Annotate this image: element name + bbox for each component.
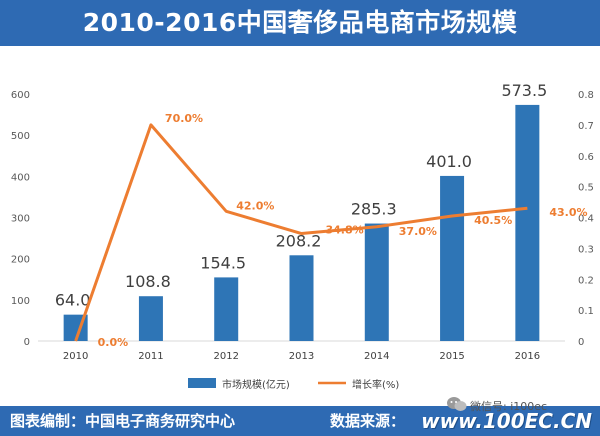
x-tick-label: 2011 [138,351,163,362]
x-tick-label: 2016 [515,351,540,362]
y-right-tick-label: 0.6 [578,152,594,163]
bar-value-label: 401.0 [426,152,472,171]
bar [364,223,389,341]
footer-bar: 图表编制：中国电子商务研究中心 数据来源： [0,406,600,436]
chart-title: 2010-2016中国奢侈品电商市场规模 [82,8,518,37]
x-tick-label: 2013 [289,351,314,362]
y-right-tick-label: 0.7 [578,121,594,132]
bar [515,104,540,341]
x-tick-label: 2010 [63,351,88,362]
bar-value-label: 285.3 [351,200,397,219]
x-tick-label: 2012 [213,351,238,362]
bar [289,255,314,341]
bar [214,277,239,341]
legend-line-label: 增长率(%) [352,378,399,391]
y-left-tick-label: 100 [11,296,30,307]
legend-bar-label: 市场规模(亿元) [222,378,290,391]
y-right-tick-label: 0.1 [578,306,594,317]
y-left-tick-label: 400 [11,172,30,183]
compiled-by-text: 图表编制：中国电子商务研究中心 [10,412,236,430]
x-tick-label: 2015 [439,351,464,362]
title-bar: 2010-2016中国奢侈品电商市场规模 [0,0,600,46]
line-value-label: 34.8% [326,224,364,237]
watermark-url: www.100EC.CN [421,409,592,433]
bar-value-label: 154.5 [200,253,246,272]
y-right-tick-label: 0 [578,337,584,348]
y-left-tick-label: 0 [24,337,30,348]
y-right-tick-label: 0.4 [578,214,594,225]
bar-value-label: 208.2 [276,231,322,250]
wechat-icon [447,397,467,411]
line-value-label: 40.5% [474,214,512,227]
y-left-tick-label: 500 [11,131,30,142]
y-left-tick-label: 600 [11,90,30,101]
bar [440,175,465,341]
legend-bar-swatch [188,378,216,388]
bar [138,296,163,341]
y-right-tick-label: 0.8 [578,90,594,101]
y-left-tick-label: 200 [11,255,30,266]
line-value-label: 70.0% [165,112,203,125]
wechat-account-text: 微信号: i100ec [470,400,548,413]
line-value-label: 43.0% [549,206,587,219]
growth-rate-line [74,123,528,342]
data-source-text: 数据来源： [330,412,406,430]
line-value-label: 42.0% [236,199,274,212]
line-value-label: 0.0% [98,336,129,349]
bar-value-label: 573.5 [501,81,547,100]
y-right-tick-label: 0.2 [578,275,594,286]
line-value-label: 37.0% [399,225,437,238]
bar-value-label: 64.0 [55,291,91,310]
y-left-tick-label: 300 [11,214,30,225]
bar-value-label: 108.8 [125,272,171,291]
y-right-tick-label: 0.3 [578,244,594,255]
chart-area: 0 100 200 300 400 500 600 0 0.1 0.2 0.3 0.4 0.5 0.6 0.… [11,81,594,391]
x-tick-label: 2014 [364,351,389,362]
y-right-tick-label: 0.5 [578,183,594,194]
